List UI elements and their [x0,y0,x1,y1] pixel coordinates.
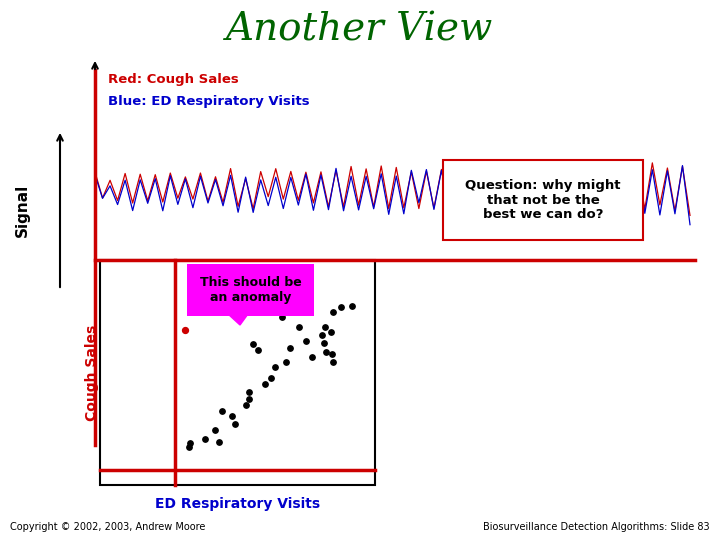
Text: This should be
an anomaly: This should be an anomaly [199,276,302,304]
Point [300,336,312,345]
Point [265,374,276,382]
Point [184,438,196,447]
Point [213,437,225,446]
Point [248,340,259,348]
Point [316,331,328,340]
Point [320,347,331,356]
Point [229,420,240,429]
Point [226,411,238,420]
Point [326,349,338,358]
Bar [100,260,375,485]
Bar [443,160,643,240]
Point [253,346,264,355]
Text: Signal: Signal [14,184,30,237]
Point [240,400,251,409]
FancyBboxPatch shape [187,264,314,316]
Text: ED Respiratory Visits: ED Respiratory Visits [155,497,320,511]
Point [346,302,357,310]
Point [328,308,339,316]
Point [199,435,211,443]
Point [269,363,281,372]
Point [216,407,228,415]
Point [318,339,330,347]
Text: Biosurveillance Detection Algorithms: Slide 83: Biosurveillance Detection Algorithms: Sl… [483,522,710,532]
Point [179,326,191,334]
Text: Cough Sales: Cough Sales [85,325,99,421]
Point [325,328,336,337]
Point [294,322,305,331]
Text: Copyright © 2002, 2003, Andrew Moore: Copyright © 2002, 2003, Andrew Moore [10,522,205,532]
Polygon shape [228,314,248,325]
Point [319,322,330,331]
Point [280,358,292,367]
Text: Question: why might
that not be the
best we can do?: Question: why might that not be the best… [465,179,621,221]
Point [243,395,255,403]
Point [307,352,318,361]
Point [210,426,221,434]
Point [276,313,288,322]
Point [243,388,255,397]
Point [328,357,339,366]
Text: Another View: Another View [226,11,494,49]
Text: Red: Cough Sales: Red: Cough Sales [108,73,239,86]
Point [183,443,194,451]
Point [259,379,271,388]
Point [284,343,296,352]
Text: Blue: ED Respiratory Visits: Blue: ED Respiratory Visits [108,96,310,109]
Point [335,303,346,312]
